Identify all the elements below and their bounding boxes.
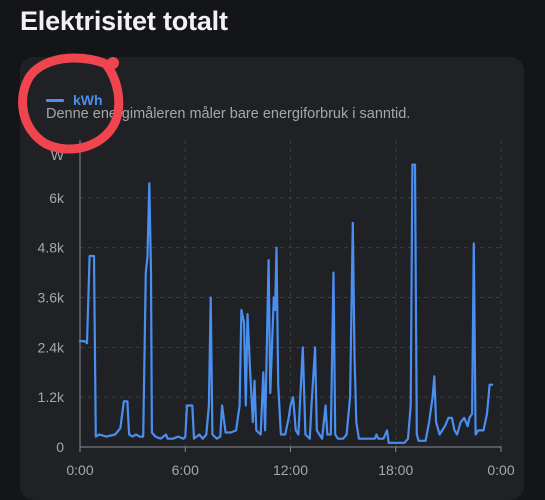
x-tick-label: 0:00	[66, 462, 93, 478]
y-tick-label: 4.8k	[38, 240, 65, 256]
y-tick-label: 3.6k	[38, 290, 65, 306]
x-tick-label: 6:00	[172, 462, 199, 478]
y-axis-unit-label: W	[51, 147, 65, 163]
card-subtitle: Denne energimåleren måler bare energifor…	[46, 106, 411, 122]
x-tick-label: 12:00	[273, 462, 308, 478]
series-line-kwh	[78, 163, 494, 444]
x-tick-label: 0:00	[487, 462, 514, 478]
page-title: Elektrisitet totalt	[20, 6, 228, 36]
x-tick-label: 18:00	[378, 462, 413, 478]
y-tick-label: 0	[56, 439, 64, 455]
y-tick-label: 1.2k	[38, 389, 65, 405]
y-tick-label: 2.4k	[38, 339, 65, 355]
chart-grid	[80, 140, 502, 447]
y-tick-label: 6k	[49, 190, 65, 206]
chart-series	[78, 163, 494, 444]
